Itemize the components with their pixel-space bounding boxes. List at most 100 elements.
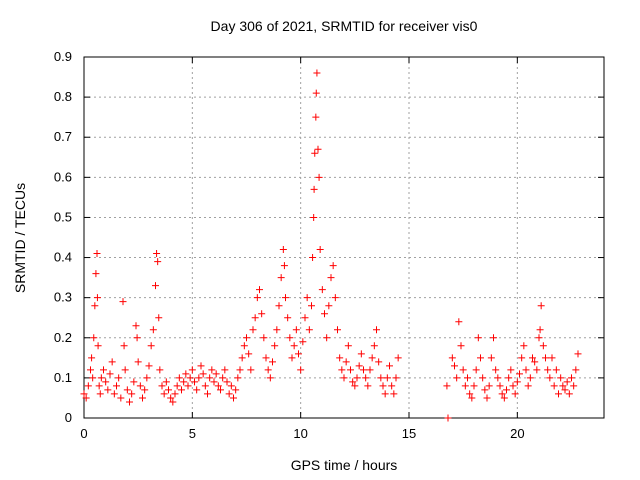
data-point [100,366,107,374]
data-point [245,350,253,358]
data-point [455,318,463,326]
data-point [318,286,326,294]
data-point [550,382,558,390]
data-point [225,390,233,398]
data-point [262,354,270,362]
data-point [301,314,309,322]
data-point [290,342,298,350]
y-axis-label: SRMTID / TECUs [12,182,28,294]
data-point [104,386,112,394]
y-tick-label: 0.8 [54,89,72,104]
data-point [500,394,508,402]
data-point [217,386,224,394]
data-point [327,274,335,282]
data-point [158,382,166,390]
data-point [188,366,196,374]
data-point [325,302,333,310]
data-point [126,398,133,406]
data-point [303,294,311,302]
data-point [102,378,110,386]
data-point [312,113,320,121]
data-point [106,370,114,378]
data-point [260,334,268,342]
data-point [130,378,138,386]
data-point [286,334,294,342]
data-point [349,378,357,386]
data-point [93,294,101,302]
data-point [121,366,129,374]
data-point [234,374,242,382]
x-tick-label: 20 [510,426,524,441]
data-point [552,366,560,374]
data-point [555,390,562,398]
data-point [219,374,227,382]
y-tick-label: 0.9 [54,49,72,64]
data-point [143,374,151,382]
data-point [472,366,480,374]
data-point [516,370,523,378]
data-point [464,374,471,382]
data-point [134,358,142,366]
data-point [266,374,274,382]
data-point [487,354,495,362]
data-points [80,69,582,422]
data-point [522,366,530,374]
data-point [295,350,302,358]
x-tick-label: 15 [402,426,416,441]
data-point [173,382,181,390]
data-point [316,246,324,254]
data-point [444,414,452,422]
data-point [292,326,300,334]
data-point [123,386,131,394]
data-point [548,354,556,362]
data-point [310,213,318,221]
data-point [360,366,367,374]
data-point [477,354,484,362]
data-point [392,374,400,382]
data-point [312,89,320,97]
data-point [563,378,571,386]
data-point [94,342,102,350]
data-point [243,334,250,342]
data-point [351,382,359,390]
data-point [313,69,321,77]
data-point [466,390,474,398]
data-point [156,366,164,374]
data-point [171,390,179,398]
data-point [141,386,149,394]
data-point [321,310,328,318]
data-point [214,382,222,390]
data-point [147,342,155,350]
data-point [309,254,317,262]
data-point [256,286,263,294]
data-point [221,366,229,374]
data-point [520,342,528,350]
data-point [227,382,235,390]
data-point [175,374,183,382]
data-point [210,378,218,386]
data-point [230,394,237,402]
data-point [91,302,99,310]
data-point [297,366,305,374]
y-tick-label: 0 [65,410,72,425]
data-point [90,334,98,342]
data-point [87,366,94,374]
data-point [206,374,214,382]
data-point [133,334,141,342]
y-tick-label: 0.2 [54,330,72,345]
data-point [132,322,140,330]
data-point [145,362,153,370]
data-point [258,310,266,318]
data-point [149,326,157,334]
gridlines [84,57,604,418]
data-point [191,378,198,386]
data-point [383,374,391,382]
data-point [494,374,502,382]
data-point [546,374,554,382]
data-point [570,382,578,390]
data-point [167,394,175,402]
data-point [95,382,103,390]
data-point [561,386,569,394]
data-point [165,386,172,394]
